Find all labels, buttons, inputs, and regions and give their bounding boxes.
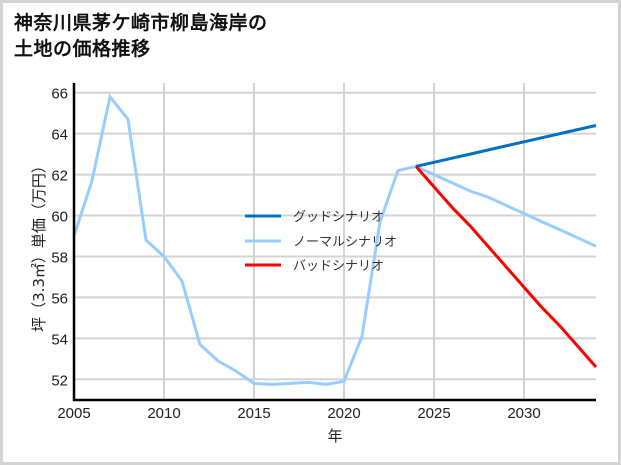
- y-tick-label: 56: [51, 290, 68, 307]
- series-line: [414, 165, 598, 368]
- tick-labels: 52 54 56 58 60 62 64 66 2005 2010 2015 2020 2025 2030: [51, 86, 540, 422]
- legend-label: グッドシナリオ: [293, 210, 384, 225]
- y-tick-label: 52: [51, 372, 68, 389]
- x-tick-label: 2010: [147, 405, 180, 422]
- chart-title-line1: 神奈川県茅ケ崎市柳島海岸の: [14, 12, 268, 34]
- series-line: [415, 124, 597, 168]
- y-axis-label: 坪（3.3㎡）単価（万円）: [30, 158, 48, 332]
- x-tick-label: 2005: [57, 405, 90, 422]
- legend-label: ノーマルシナリオ: [293, 235, 397, 250]
- chart-title: 神奈川県茅ケ崎市柳島海岸の 土地の価格推移: [14, 10, 268, 62]
- y-tick-label: 54: [51, 331, 68, 348]
- chart-title-line2: 土地の価格推移: [14, 38, 151, 60]
- axes: [72, 83, 596, 402]
- series-lines: [72, 93, 598, 386]
- y-tick-label: 66: [51, 86, 68, 103]
- y-tick-label: 60: [51, 209, 68, 226]
- y-tick-label: 62: [51, 168, 68, 185]
- legend-label: バッドシナリオ: [293, 259, 384, 274]
- y-tick-label: 58: [51, 249, 68, 266]
- x-axis-label: 年: [327, 427, 342, 445]
- x-tick-label: 2015: [237, 405, 270, 422]
- x-tick-label: 2030: [507, 405, 540, 422]
- series-line: [72, 93, 597, 386]
- x-tick-label: 2025: [417, 405, 450, 422]
- x-tick-label: 2020: [327, 405, 360, 422]
- y-tick-label: 64: [51, 127, 68, 144]
